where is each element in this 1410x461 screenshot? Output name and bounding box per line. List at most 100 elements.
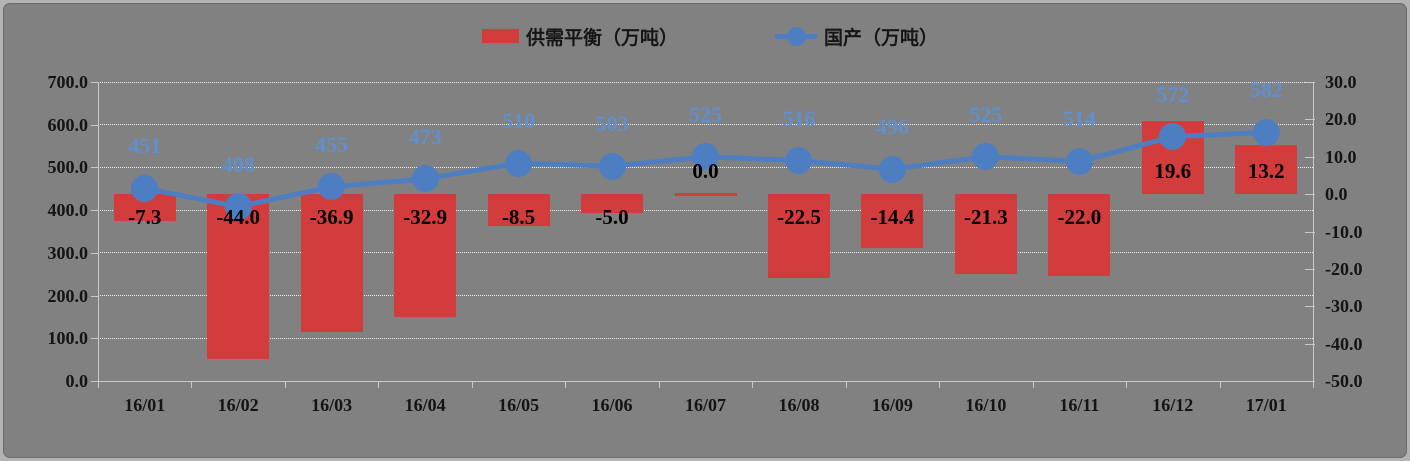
circle-marker-icon <box>787 26 806 46</box>
left-axis-label: 100.0 <box>47 328 89 349</box>
right-axis-tick <box>1305 268 1315 270</box>
bar[interactable] <box>394 194 457 318</box>
x-axis-tick <box>378 382 380 388</box>
left-axis-tick <box>91 295 98 297</box>
right-axis-label: -30.0 <box>1325 296 1363 317</box>
x-axis-tick <box>1313 382 1314 388</box>
left-axis-tick <box>91 338 98 340</box>
left-axis-label: 600.0 <box>47 114 89 135</box>
line-marker[interactable] <box>131 174 159 202</box>
left-axis-label: 300.0 <box>47 242 89 263</box>
x-axis-label: 16/11 <box>1059 395 1100 415</box>
line-data-label: 503 <box>595 111 629 137</box>
line-marker[interactable] <box>224 193 252 221</box>
bar-data-label: -5.0 <box>595 205 629 230</box>
line-data-label: 408 <box>221 151 255 177</box>
left-axis-label: 400.0 <box>47 200 89 221</box>
line-marker[interactable] <box>878 155 906 183</box>
bar-data-label: 19.6 <box>1154 159 1192 184</box>
legend-item-domestic-production[interactable]: 国产（万吨） <box>775 20 938 52</box>
x-axis-tick <box>845 382 847 388</box>
bar-data-label: -21.3 <box>964 205 1008 230</box>
right-axis-tick <box>1305 381 1315 382</box>
right-axis-tick <box>1305 156 1315 158</box>
bar[interactable] <box>300 194 363 333</box>
x-axis-tick <box>1126 382 1128 388</box>
x-axis-label: 16/05 <box>498 395 540 415</box>
line-marker[interactable] <box>598 152 626 180</box>
right-axis-tick <box>1305 82 1315 83</box>
right-axis-label: -10.0 <box>1325 221 1363 242</box>
line-marker[interactable] <box>1065 147 1093 175</box>
line-data-label: 572 <box>1156 81 1190 107</box>
x-axis-label: 16/09 <box>871 395 913 415</box>
x-axis-tick <box>658 382 660 388</box>
line-data-label: 516 <box>782 105 816 131</box>
line-marker[interactable] <box>411 165 439 193</box>
x-axis-label: 16/04 <box>404 395 446 415</box>
line-marker[interactable] <box>972 143 1000 171</box>
bar-data-label: -32.9 <box>403 205 447 230</box>
line-marker[interactable] <box>505 149 533 177</box>
bar-data-label: 13.2 <box>1247 159 1285 184</box>
gridline <box>98 252 1313 254</box>
left-axis-label: 200.0 <box>47 285 89 306</box>
right-axis-label: 20.0 <box>1325 109 1357 130</box>
left-axis-line <box>98 82 99 382</box>
left-axis-label: 0.0 <box>65 371 89 391</box>
line-marker[interactable] <box>692 143 719 171</box>
x-axis-label: 16/01 <box>124 395 166 415</box>
line-data-label: 525 <box>689 101 722 127</box>
x-axis-tick <box>191 382 193 388</box>
gridline <box>98 124 1313 126</box>
x-axis-label: 16/03 <box>311 395 353 415</box>
right-axis-label: -40.0 <box>1325 333 1363 354</box>
bar-data-label: -22.0 <box>1057 205 1102 230</box>
line-data-label: 514 <box>1062 106 1096 132</box>
left-axis-tick <box>91 167 98 169</box>
right-axis-tick <box>1305 306 1315 308</box>
gridline <box>98 81 1313 83</box>
x-axis-label: 16/02 <box>217 395 259 415</box>
x-axis-tick <box>1032 382 1034 388</box>
line-data-label: 496 <box>875 114 909 140</box>
right-axis-label: 30.0 <box>1325 72 1357 92</box>
left-axis-tick <box>91 82 98 83</box>
x-axis-tick <box>98 382 99 388</box>
left-axis-label: 500.0 <box>47 157 89 178</box>
line-data-label: 510 <box>502 108 536 134</box>
x-axis-tick <box>471 382 473 388</box>
right-axis-label: -50.0 <box>1325 371 1363 391</box>
right-axis-tick <box>1305 231 1315 233</box>
x-axis-tick <box>752 382 754 388</box>
line-marker[interactable] <box>785 147 813 175</box>
line-marker[interactable] <box>1252 118 1280 146</box>
x-axis-tick <box>284 382 286 388</box>
x-axis-line <box>98 381 1313 382</box>
left-axis-tick <box>91 381 98 382</box>
x-axis-tick <box>565 382 567 388</box>
line-marker[interactable] <box>318 173 346 201</box>
line-data-label: 473 <box>408 123 442 149</box>
bar[interactable] <box>207 194 270 359</box>
gridline <box>98 295 1313 297</box>
legend-label-domestic: 国产（万吨） <box>824 27 939 49</box>
bar-data-label: -7.3 <box>128 205 162 230</box>
bar-zero-value[interactable] <box>674 193 737 197</box>
x-axis-tick <box>1219 382 1221 388</box>
x-axis-tick <box>939 382 941 388</box>
legend-item-supply-demand-balance[interactable]: 供需平衡（万吨） <box>482 20 678 52</box>
right-axis-label: -20.0 <box>1325 258 1363 279</box>
line-data-label: 582 <box>1249 77 1283 103</box>
line-marker[interactable] <box>1159 123 1187 151</box>
x-axis-label: 16/06 <box>591 395 633 415</box>
gridline <box>98 209 1313 211</box>
right-axis-tick <box>1305 194 1315 196</box>
line-data-label: 525 <box>969 101 1003 127</box>
gridline <box>98 337 1313 339</box>
bar-data-label: -8.5 <box>501 205 536 230</box>
legend-label-balance: 供需平衡（万吨） <box>526 27 679 49</box>
x-axis-label: 16/07 <box>684 395 726 415</box>
right-axis-label: 10.0 <box>1325 146 1357 167</box>
bar-swatch-icon <box>482 29 519 43</box>
